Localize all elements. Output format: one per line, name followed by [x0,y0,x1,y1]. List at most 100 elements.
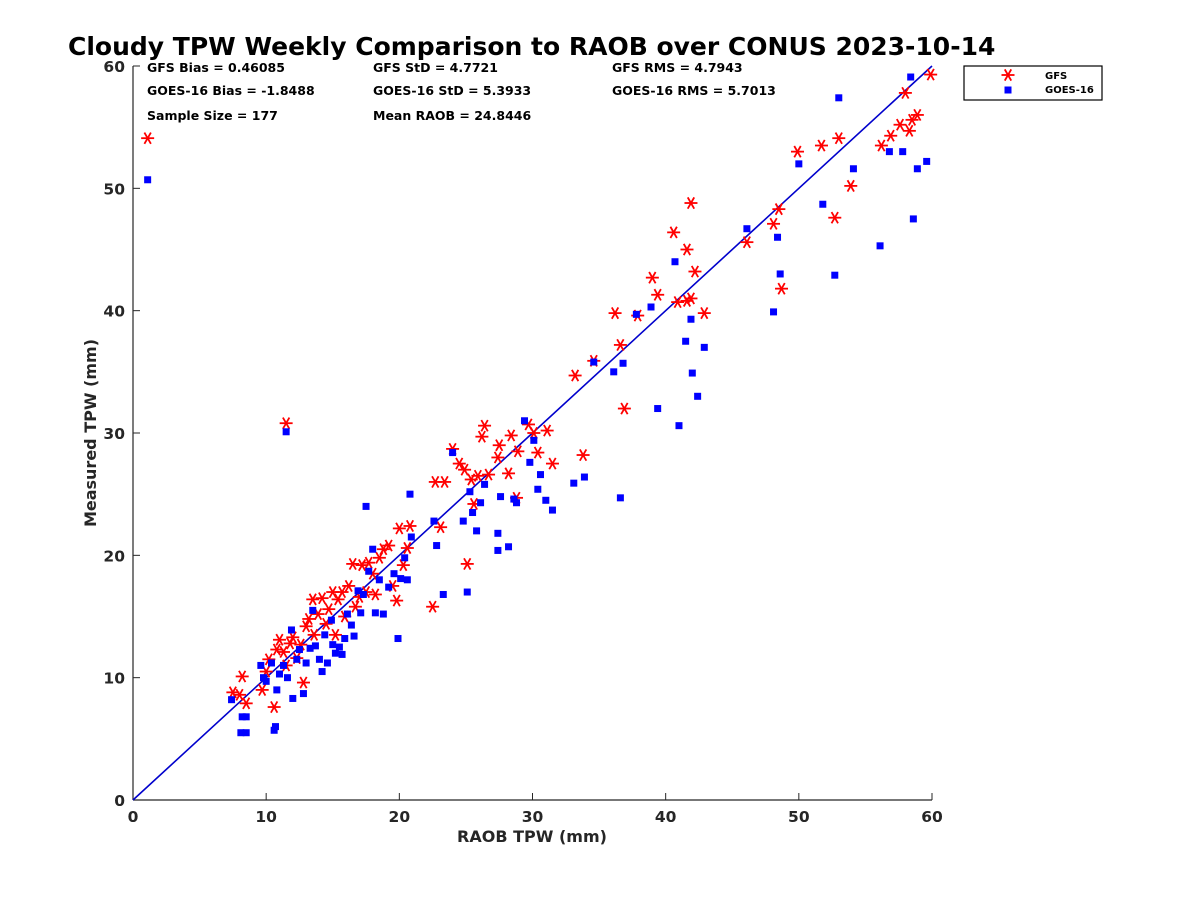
gfs-point [396,559,410,572]
asterisk-stroke [228,686,237,699]
gfs-point [307,628,321,641]
asterisk-stroke [913,108,922,122]
goes16-point [401,554,409,562]
goes16-point [459,517,467,525]
gfs-point [613,338,627,351]
goes16-point [350,632,358,640]
goes16-point [238,713,246,721]
goes16-point [477,499,485,507]
asterisk-stroke [473,469,482,482]
goes16-point [469,509,477,517]
gfs-point [828,211,842,224]
asterisk-stroke [690,265,699,278]
goes16-point [394,635,402,643]
stat-mean-raob: Mean RAOB = 24.8446 [373,108,531,123]
goes16-point [260,674,268,682]
gfs-point [680,294,694,307]
asterisk-stroke [440,475,449,489]
gfs-point [342,579,356,592]
goes16-point [295,646,303,654]
asterisk-stroke [272,643,281,656]
goes16-point [654,405,662,413]
goes16-point [371,609,379,617]
gfs-point [403,519,417,533]
goes16-point [309,606,317,614]
asterisk-stroke [620,402,629,415]
gfs-point [299,620,313,633]
gfs-point [302,612,316,626]
goes16-point [876,242,884,250]
goes16-point [365,567,373,575]
gfs-point [286,631,300,644]
goes16-point [315,655,323,663]
goes16-point [831,271,839,279]
gfs-point [608,307,622,320]
gfs-point [893,118,907,131]
x-tick-label: 10 [255,808,277,826]
goes16-point [341,635,349,643]
asterisk-stroke [769,217,778,230]
asterisk-stroke [886,129,895,142]
goes16-point [923,157,931,165]
asterisk-stroke [304,612,313,626]
asterisk-stroke [405,519,415,533]
gfs-point [272,633,286,646]
gfs-point [511,445,525,458]
goes16-point [228,696,236,704]
asterisk-stroke [318,592,327,605]
gfs-point [392,522,406,535]
asterisk-stroke [616,338,625,351]
x-axis-label: RAOB TPW (mm) [457,827,607,846]
goes16-point [271,723,279,731]
plot-axes: 0 10 20 30 40 50 60 0 10 20 30 40 50 60 [103,58,943,826]
legend-box [963,65,1103,101]
asterisk-stroke [338,585,347,599]
asterisk-stroke [279,645,288,659]
asterisk-stroke [504,467,513,480]
goes16-point [682,337,690,345]
asterisk-stroke [493,451,502,464]
gfs-point [239,697,253,710]
gfs-point [475,430,489,443]
gfs-point [471,469,485,482]
stat-goes-std: GOES-16 StD = 5.3933 [373,83,531,98]
gfs-point [491,451,505,464]
y-tick-label: 20 [103,547,125,565]
asterisk-stroke [399,559,408,572]
gfs-point [576,448,590,462]
goes16-point [318,668,326,676]
goes16-point [289,694,297,702]
goes16-point [144,176,152,184]
gfs-point [458,463,472,476]
goes16-point [311,642,319,650]
gfs-point [502,467,516,480]
goes16-point [302,659,310,667]
gfs-point [814,139,828,152]
asterisk-stroke [669,226,678,239]
goes16-point [616,494,624,502]
goes16-point [536,471,544,479]
goes16-point [267,659,275,667]
gfs-point [400,541,414,555]
goes16-point [385,583,393,591]
asterisk-stroke [264,653,273,666]
goes16-point [909,215,917,223]
gfs-point [492,439,506,452]
goes16-point [542,496,550,504]
legend-gfs-asterisk [1001,68,1015,82]
asterisk-stroke [907,113,917,126]
gfs-point [540,424,554,437]
goes16-point [433,542,441,550]
asterisk-stroke [793,145,802,158]
gfs-point [568,369,582,382]
gfs-point [667,226,681,239]
gfs-point [328,628,342,641]
asterisk-stroke [143,132,152,145]
asterisk-stroke [682,243,692,256]
x-tick-label: 30 [522,808,544,826]
asterisk-stroke [529,426,538,440]
stats-block: GFS Bias = 0.46085 GFS StD = 4.7721 GFS … [147,60,776,123]
goes16-point [466,488,474,496]
gfs-point [322,603,336,616]
goes16-point [403,576,411,584]
